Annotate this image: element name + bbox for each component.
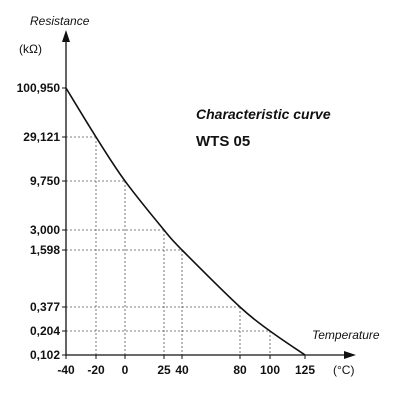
y-tick-label: 100,950 xyxy=(17,81,61,95)
y-tick-label: 9,750 xyxy=(30,174,60,188)
x-axis-unit: (°C) xyxy=(333,363,355,377)
y-tick-label: 0,102 xyxy=(30,348,60,362)
curve-layer xyxy=(65,87,306,356)
axes xyxy=(62,30,356,359)
y-tick-label: 0,204 xyxy=(30,324,60,338)
x-tick-label: 40 xyxy=(175,363,189,377)
x-tick-label: 80 xyxy=(233,363,247,377)
y-tick-label: 0,377 xyxy=(30,300,60,314)
chart-title: Characteristic curve xyxy=(196,106,331,122)
y-tick-label: 3,000 xyxy=(30,223,60,237)
x-tick-label: 125 xyxy=(295,363,315,377)
x-tick-label: -20 xyxy=(87,363,105,377)
x-tick-label: 100 xyxy=(260,363,280,377)
grid-lines xyxy=(66,136,271,355)
x-tick-label: -40 xyxy=(57,363,75,377)
y-tick-label: 1,598 xyxy=(30,243,60,257)
x-tick-label: 0 xyxy=(122,363,129,377)
series-line xyxy=(65,87,306,356)
x-tick-label: 25 xyxy=(157,363,171,377)
chart-subtitle: WTS 05 xyxy=(196,133,251,150)
tick-labels: 100,950 29,121 9,750 3,000 1,598 0,377 0,204 0,… xyxy=(17,81,316,377)
x-axis-title: Temperature xyxy=(312,328,380,342)
y-axis-unit: (kΩ) xyxy=(19,42,42,56)
x-axis-arrow xyxy=(344,351,356,359)
y-axis-title: Resistance xyxy=(30,14,90,28)
y-axis-arrow xyxy=(62,30,70,42)
y-tick-label: 29,121 xyxy=(23,130,60,144)
